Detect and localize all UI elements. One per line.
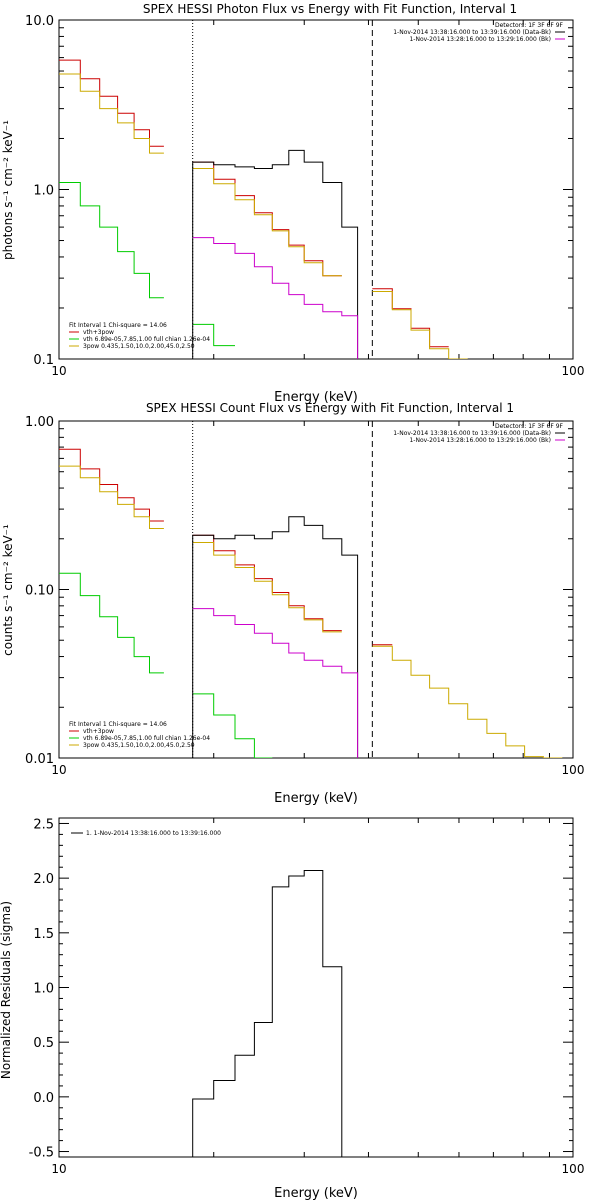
- y-tick-label: 0.5: [33, 1036, 54, 1051]
- legend-entry-left: Fit Interval 1 Chi-square = 14.06: [69, 721, 167, 728]
- y-tick-label: 10.0: [25, 14, 54, 29]
- y-axis-label: counts s⁻¹ cm⁻² keV⁻¹: [1, 524, 15, 656]
- plot-frame: [58, 19, 574, 360]
- y-tick-label: 0.0: [33, 1091, 54, 1106]
- series-line: [59, 182, 235, 347]
- series-line: [192, 149, 359, 359]
- series-line: [192, 516, 359, 758]
- series-line: [192, 608, 359, 758]
- legend-entry-right: 1-Nov-2014 13:28:16.000 to 13:29:16.000 …: [409, 437, 551, 444]
- series-line: [59, 73, 468, 359]
- x-tick-label: 10: [51, 763, 66, 777]
- plot-frame: [58, 817, 574, 1158]
- legend-entry-right: Detectors: 1F 3F 6F 9F: [495, 22, 564, 29]
- y-tick-label: 0.10: [25, 584, 54, 599]
- chart-title: SPEX HESSI Count Flux vs Energy with Fit…: [146, 401, 514, 415]
- series-line: [59, 59, 449, 348]
- legend-entry-right: 1-Nov-2014 13:28:16.000 to 13:29:16.000 …: [409, 36, 551, 43]
- chart-title: SPEX HESSI Photon Flux vs Energy with Fi…: [143, 2, 517, 16]
- x-axis-label: Energy (keV): [274, 1186, 358, 1200]
- legend-entry-left: 1. 1-Nov-2014 13:38:16.000 to 13:39:16.0…: [86, 830, 221, 837]
- x-tick-label: 10: [51, 1162, 66, 1176]
- y-tick-label: -0.5: [29, 1146, 54, 1161]
- legend-entry-right: 1-Nov-2014 13:38:16.000 to 13:39:16.000 …: [393, 430, 551, 437]
- x-tick-label: 100: [562, 763, 585, 777]
- x-tick-label: 100: [562, 364, 585, 378]
- y-tick-label: 1.0: [33, 184, 54, 199]
- y-tick-label: 0.01: [25, 752, 54, 767]
- x-tick-label: 100: [562, 1162, 585, 1176]
- y-tick-label: 1.0: [33, 982, 54, 997]
- y-tick-label: 1.00: [25, 415, 54, 430]
- legend-entry-left: vth+3pow: [83, 329, 114, 336]
- legend-entry-left: 3pow 0.435,1.50,10.0,2.00,45.0,2.50: [83, 742, 195, 749]
- legend-entry-right: 1-Nov-2014 13:38:16.000 to 13:39:16.000 …: [393, 29, 551, 36]
- x-axis-label: Energy (keV): [274, 791, 358, 806]
- x-axis-label: Energy (keV): [274, 390, 358, 405]
- legend-entry-left: vth+3pow: [83, 728, 114, 735]
- legend-entry-right: Detectors: 1F 3F 6F 9F: [495, 423, 564, 430]
- plot-frame: [58, 420, 574, 759]
- x-tick-label: 10: [51, 364, 66, 378]
- residuals-panel: Energy (keV) Normalized Residuals (sigma…: [0, 817, 584, 1200]
- legend-entry-left: vth 6.89e-05,7.85,1.00 full chian 1.26e-…: [83, 735, 210, 742]
- series-line: [59, 572, 273, 758]
- series-line: [59, 465, 563, 758]
- y-tick-label: 2.5: [33, 817, 54, 832]
- legend-entry-left: vth 6.89e-05,7.85,1.00 full chian 1.26e-…: [83, 336, 210, 343]
- y-axis-label: photons s⁻¹ cm⁻² keV⁻¹: [1, 120, 15, 260]
- y-axis-label: Normalized Residuals (sigma): [0, 901, 13, 1079]
- series-line: [192, 870, 343, 1157]
- photon-flux-panel: SPEX HESSI Photon Flux vs Energy with Fi…: [1, 2, 584, 405]
- y-tick-label: 1.5: [33, 927, 54, 942]
- y-tick-label: 2.0: [33, 872, 54, 887]
- series-line: [192, 237, 359, 359]
- y-tick-label: 0.1: [33, 353, 54, 368]
- count-flux-panel: SPEX HESSI Count Flux vs Energy with Fit…: [1, 401, 584, 806]
- legend-entry-left: 3pow 0.435,1.50,10.0,2.00,45.0,2.50: [83, 343, 195, 350]
- legend-entry-left: Fit Interval 1 Chi-square = 14.06: [69, 322, 167, 329]
